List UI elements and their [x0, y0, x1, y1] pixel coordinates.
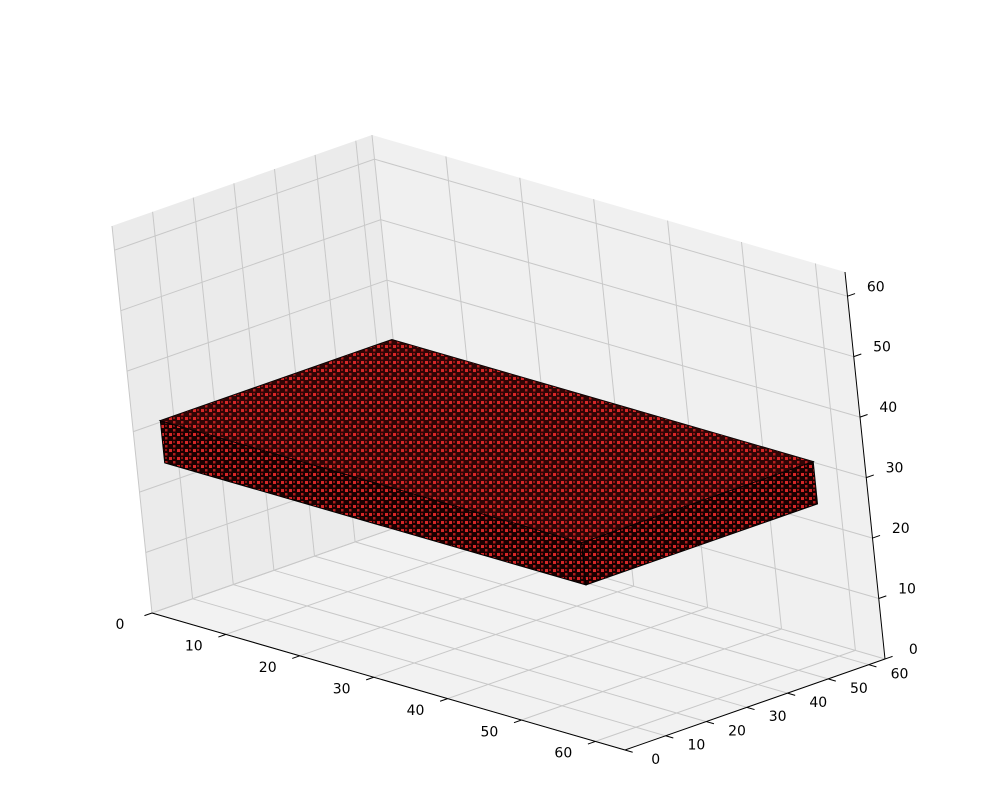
- y-tick-mark: [746, 706, 755, 711]
- x-tick-label: 0: [115, 617, 124, 633]
- x-tick-label: 30: [333, 681, 351, 697]
- y-axis-line: [624, 658, 886, 751]
- z-tick-label: 20: [892, 521, 910, 537]
- y-tick-mark: [665, 735, 674, 739]
- z-tick-mark: [866, 474, 874, 479]
- x-tick-label: 10: [185, 639, 203, 655]
- z-tick-label: 50: [873, 340, 891, 356]
- y-tick-label: 40: [809, 695, 827, 711]
- pane-floor: [152, 522, 885, 750]
- grid-line-z: [114, 158, 848, 297]
- grid-line-z: [126, 279, 861, 418]
- z-tick-mark: [884, 655, 893, 660]
- z-tick-mark: [872, 534, 881, 539]
- y-tick-mark: [624, 749, 633, 753]
- y-tick-label: 0: [651, 752, 660, 768]
- axis-panes: [112, 135, 885, 750]
- z-tick-label: 10: [898, 582, 916, 598]
- x-tick-mark: [439, 698, 448, 702]
- x-axis-line: [151, 612, 626, 751]
- z-tick-label: 30: [886, 461, 904, 477]
- slab-top-shade: [160, 339, 814, 543]
- x-tick-label: 40: [407, 703, 425, 719]
- x-tick-mark: [587, 740, 596, 745]
- y-tick-label: 20: [728, 723, 746, 739]
- x-tick-mark: [144, 612, 153, 617]
- x-tick-mark: [366, 676, 374, 681]
- z-axis-line: [844, 271, 886, 660]
- z-tick-mark: [847, 293, 856, 297]
- z-tick-mark: [878, 595, 887, 600]
- z-tick-label: 0: [909, 642, 918, 658]
- slab-top-face: [158, 338, 815, 544]
- y-tick-mark: [868, 664, 877, 668]
- y-tick-mark: [827, 678, 836, 682]
- x-tick-mark: [218, 633, 227, 638]
- x-tick-mark: [292, 655, 300, 659]
- y-tick-mark: [706, 721, 715, 725]
- y-tick-mark: [787, 692, 796, 696]
- y-tick-label: 60: [891, 667, 909, 683]
- tick-marks: [144, 293, 893, 753]
- grid-line-z: [120, 219, 854, 358]
- voxel-object: [158, 338, 819, 586]
- z-tick-mark: [853, 353, 862, 358]
- x-tick-label: 20: [259, 660, 277, 676]
- y-tick-label: 30: [769, 709, 787, 725]
- z-tick-label: 40: [879, 400, 897, 416]
- x-tick-label: 60: [554, 746, 572, 762]
- axis-lines: [151, 271, 886, 751]
- y-tick-label: 10: [687, 738, 705, 754]
- x-tick-label: 50: [481, 724, 499, 740]
- z-tick-mark: [859, 414, 868, 418]
- y-tick-label: 50: [850, 681, 868, 697]
- x-tick-mark: [513, 719, 522, 724]
- z-tick-label: 60: [867, 279, 885, 295]
